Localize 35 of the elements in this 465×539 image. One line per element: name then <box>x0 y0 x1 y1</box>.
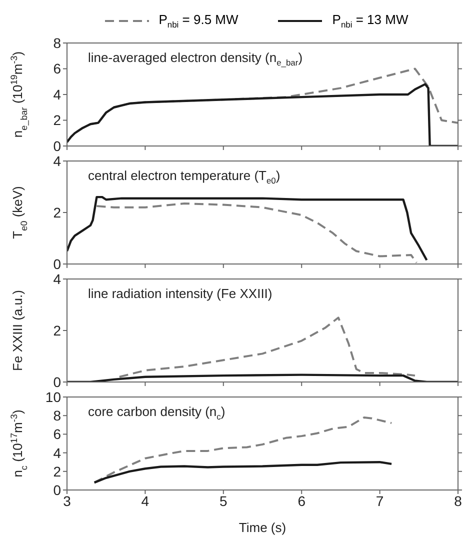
x-tick-label: 4 <box>141 492 150 509</box>
y-tick-label: 2 <box>53 463 62 480</box>
y-tick-label: 8 <box>53 34 62 51</box>
line-series <box>93 461 393 484</box>
legend-label: P$_{nbi}$ = 13 MW <box>332 12 408 30</box>
x-tick-label: 8 <box>454 492 462 509</box>
annotation: central electron temperature (T$_{e0}$) <box>88 168 280 186</box>
line-series <box>96 202 418 264</box>
y-tick-label: 6 <box>53 426 62 442</box>
y-tick-label: 4 <box>53 270 62 287</box>
y-tick-label: 4 <box>53 152 62 169</box>
x-tick-label: 3 <box>63 492 72 509</box>
annotation: line radiation intensity (Fe XXIII) <box>88 286 272 301</box>
y-tick-label: 0 <box>53 138 62 154</box>
x-tick-label: 7 <box>376 492 384 509</box>
legend-label: P$_{nbi}$ = 9.5 MW <box>158 12 238 30</box>
x-tick-label: 6 <box>298 492 306 509</box>
y-axis-title: Fe XXIII (a.u.) <box>10 290 25 371</box>
x-tick-label: 5 <box>220 492 228 509</box>
y-tick-label: 10 <box>45 388 62 405</box>
line-series <box>67 196 428 262</box>
y-tick-label: 2 <box>53 204 62 220</box>
y-tick-label: 4 <box>53 86 62 102</box>
y-tick-label: 0 <box>53 256 62 272</box>
annotation: line-averaged electron density (n$_{e_bar}$) <box>88 50 303 68</box>
annotation: core carbon density (n$_{c}$) <box>88 404 226 422</box>
y-tick-label: 2 <box>53 112 62 128</box>
y-tick-label: 6 <box>53 60 62 77</box>
y-tick-label: 0 <box>53 374 62 390</box>
y-tick-label: 0 <box>53 482 62 498</box>
line-series <box>118 316 416 378</box>
y-tick-label: 2 <box>53 322 62 338</box>
x-axis-title: Time (s) <box>238 520 286 535</box>
y-tick-label: 4 <box>53 444 62 461</box>
y-tick-label: 8 <box>53 408 62 424</box>
